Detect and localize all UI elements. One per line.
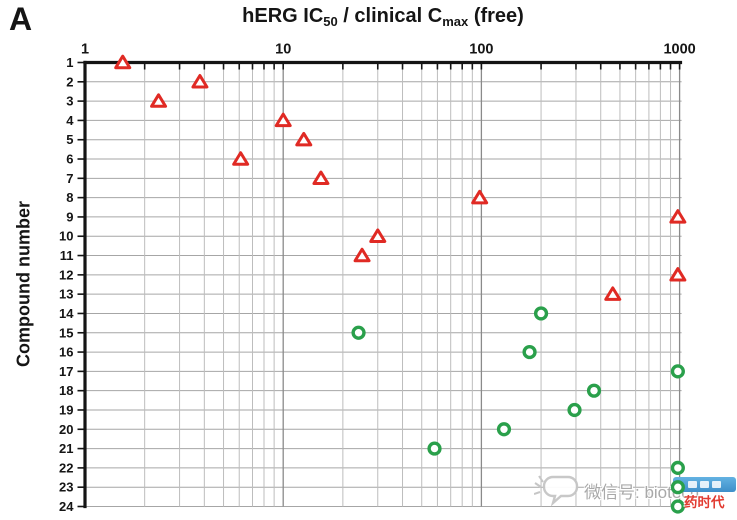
y-tick-label: 21 <box>59 441 73 456</box>
y-tick-label: 22 <box>59 460 73 475</box>
y-tick-label: 13 <box>59 287 73 302</box>
y-tick-label: 2 <box>66 74 73 89</box>
data-point-triangle <box>353 247 371 263</box>
chart-title: hERG IC50 / clinical Cmax (free) <box>85 5 681 29</box>
y-tick-label: 9 <box>66 209 73 224</box>
y-tick-label: 20 <box>59 422 73 437</box>
data-point-circle <box>670 499 685 514</box>
data-point-circle <box>670 364 685 379</box>
y-tick-label: 12 <box>59 267 73 282</box>
title-subscript: 50 <box>323 14 338 29</box>
wechat-icon <box>534 475 579 507</box>
badge-glyph-decor <box>688 481 697 488</box>
title-text: (free) <box>468 5 524 27</box>
title-text: hERG IC <box>242 5 324 27</box>
data-point-circle <box>351 325 366 340</box>
y-tick-label: 10 <box>59 229 73 244</box>
y-tick-label: 19 <box>59 402 73 417</box>
data-point-triangle <box>232 151 250 166</box>
data-point-circle <box>670 460 685 475</box>
y-tick-label: 8 <box>66 190 73 205</box>
y-tick-label: 24 <box>59 499 74 514</box>
data-point-triangle <box>604 286 622 301</box>
x-tick-label: 1000 <box>663 42 695 58</box>
y-tick-label: 16 <box>59 345 73 360</box>
y-tick-label: 11 <box>60 248 74 263</box>
y-tick-label: 23 <box>59 480 73 495</box>
pharma-times-logo-badge <box>673 477 736 492</box>
data-point-triangle <box>114 54 132 70</box>
data-point-circle <box>567 402 582 418</box>
data-point-circle <box>586 383 602 398</box>
data-point-circle <box>533 306 549 321</box>
data-point-triangle <box>669 267 687 282</box>
y-tick-label: 7 <box>66 171 73 186</box>
y-tick-label: 15 <box>59 325 73 340</box>
y-tick-label: 1 <box>66 55 73 70</box>
y-tick-label: 5 <box>66 132 73 147</box>
data-point-triangle <box>274 112 292 128</box>
watermark-wechat-text: 微信号: biotech <box>584 483 700 502</box>
badge-glyph-decor <box>700 481 709 488</box>
data-point-triangle <box>191 74 209 89</box>
data-point-triangle <box>471 189 489 205</box>
data-point-triangle <box>150 93 168 108</box>
data-point-triangle <box>369 228 387 243</box>
y-tick-label: 6 <box>66 152 73 167</box>
data-point-triangle <box>295 131 313 147</box>
x-tick-label: 10 <box>275 42 291 58</box>
panel-letter: A <box>9 1 33 37</box>
data-point-triangle <box>312 170 330 186</box>
watermark-logo-text: 药时代 <box>684 495 725 510</box>
x-tick-label: 100 <box>469 42 493 58</box>
x-tick-label: 1 <box>81 42 89 58</box>
data-point-circle <box>427 441 442 456</box>
y-tick-label: 18 <box>59 383 73 398</box>
title-subscript: max <box>442 14 469 29</box>
data-point-circle <box>496 422 512 437</box>
data-point-triangle <box>669 209 687 224</box>
title-text: / clinical C <box>337 5 443 27</box>
y-tick-label: 3 <box>66 94 73 109</box>
badge-glyph-decor <box>712 481 721 488</box>
data-point-circle <box>670 480 685 495</box>
data-point-circle <box>522 344 537 360</box>
y-tick-label: 14 <box>59 306 74 321</box>
y-tick-label: 4 <box>66 113 74 128</box>
y-tick-label: 17 <box>59 364 73 379</box>
